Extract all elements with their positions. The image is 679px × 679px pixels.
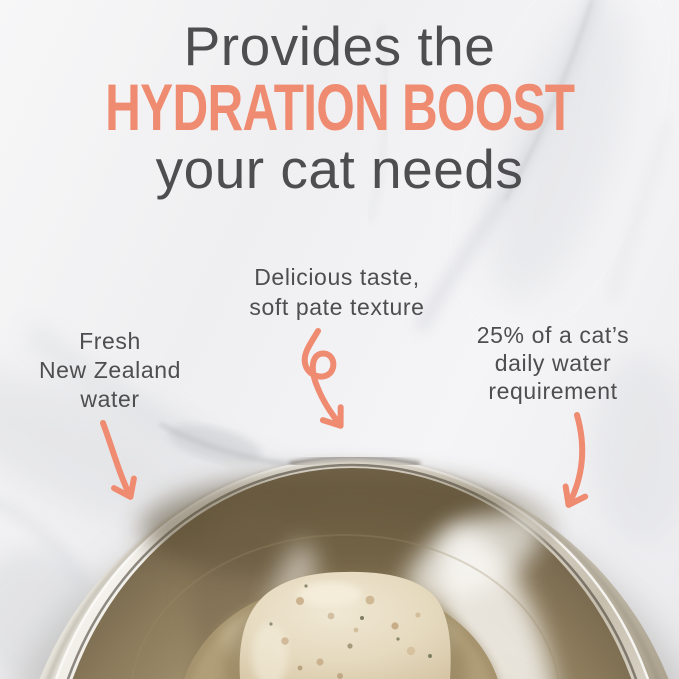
callout-center-line-2: soft pate texture	[249, 294, 425, 320]
headline-line-2: HYDRATION BOOST	[0, 70, 679, 144]
pate-speckles	[269, 582, 432, 679]
headline: Provides the HYDRATION BOOST your cat ne…	[0, 16, 679, 200]
right-arrow-icon	[562, 412, 589, 508]
center-squiggle-arrow-icon	[301, 328, 344, 429]
headline-accent-text: HYDRATION BOOST	[104, 70, 575, 144]
callout-fresh-water: Fresh New Zealand water	[10, 327, 210, 414]
callout-taste-texture: Delicious taste, soft pate texture	[197, 262, 477, 322]
bowl-photo	[20, 456, 679, 679]
callout-right-line-2: daily water	[494, 350, 612, 376]
callout-left-line-1: Fresh	[79, 328, 141, 354]
callout-left-line-3: water	[80, 386, 140, 412]
headline-line-3: your cat needs	[155, 138, 524, 200]
callout-right-line-3: requirement	[488, 378, 618, 404]
left-arrow-icon	[100, 420, 137, 500]
callout-arrows	[100, 328, 589, 508]
callout-right-line-1: 25% of a cat’s	[476, 322, 630, 348]
headline-line-1: Provides the	[183, 15, 496, 77]
callout-center-line-1: Delicious taste,	[254, 264, 420, 290]
callout-water-requirement: 25% of a cat’s daily water requirement	[458, 321, 648, 405]
callout-left-line-2: New Zealand	[38, 357, 182, 383]
